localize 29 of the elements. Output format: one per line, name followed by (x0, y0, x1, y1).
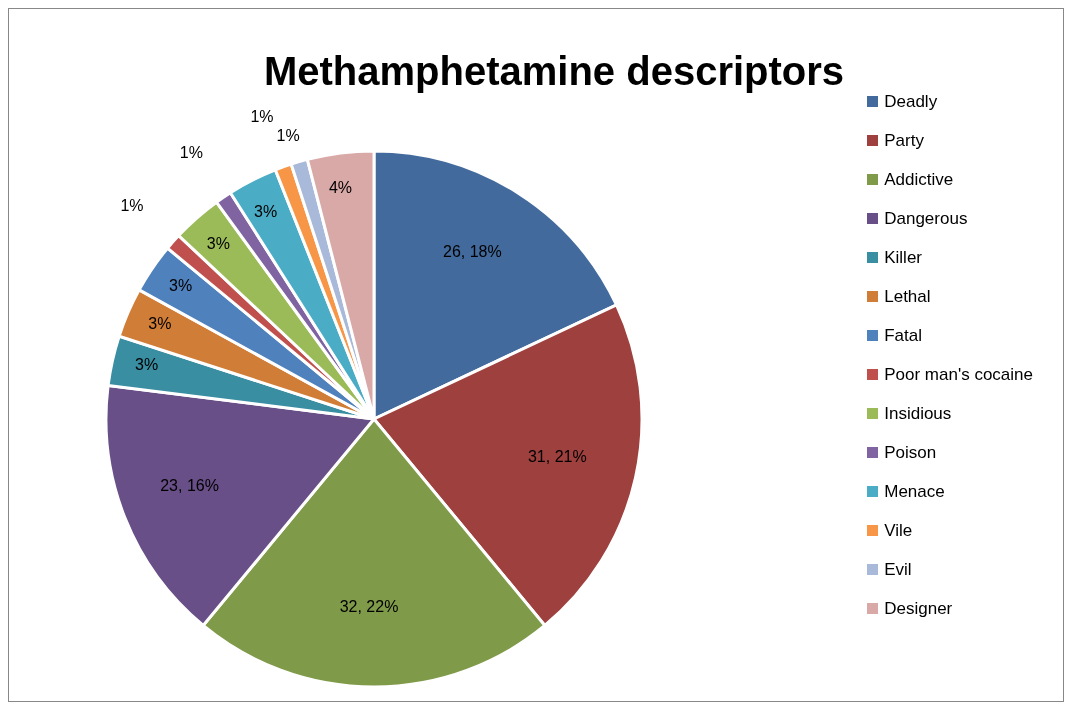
legend-label: Dangerous (884, 208, 968, 229)
data-label: 1% (250, 108, 274, 126)
legend-label: Killer (884, 247, 923, 268)
data-label: 1% (120, 196, 144, 214)
legend-label: Insidious (884, 403, 952, 424)
legend-label: Fatal (884, 325, 923, 346)
legend-label: Vile (884, 520, 913, 541)
data-label: 3% (169, 277, 193, 295)
data-label: 4% (328, 179, 353, 197)
data-label: 3% (148, 315, 172, 333)
legend-label: Designer (884, 598, 953, 619)
data-label: 3% (135, 355, 159, 373)
legend-label: Evil (884, 559, 912, 580)
legend-label: Deadly (884, 91, 938, 112)
data-label: 23, 16% (160, 476, 219, 494)
legend-label: Poor man's cocaine (884, 364, 1033, 385)
legend-label: Poison (884, 442, 937, 463)
data-label: 31, 21% (527, 447, 587, 465)
legend-label: Addictive (884, 169, 954, 190)
legend-label: Menace (884, 481, 945, 502)
data-label: 3% (206, 234, 230, 252)
legend-label: Party (884, 130, 924, 151)
chart-title: Methamphetamine descriptors (263, 49, 845, 93)
legend-label: Lethal (884, 286, 931, 307)
data-label: 32, 22% (339, 598, 399, 616)
data-label: 1% (276, 127, 300, 145)
data-label: 1% (179, 144, 203, 162)
data-label: 3% (254, 202, 278, 220)
data-label: 26, 18% (443, 242, 502, 260)
